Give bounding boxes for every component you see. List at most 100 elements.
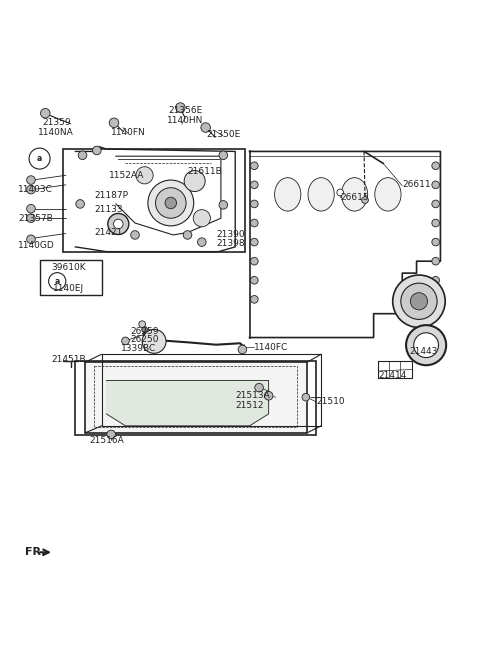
Text: 21516A: 21516A: [90, 436, 124, 445]
Circle shape: [183, 231, 192, 239]
Circle shape: [108, 213, 129, 234]
Polygon shape: [85, 362, 307, 433]
Circle shape: [29, 148, 50, 169]
Circle shape: [201, 123, 210, 133]
Text: 21187P: 21187P: [95, 191, 129, 200]
Circle shape: [156, 188, 186, 218]
Circle shape: [219, 151, 228, 159]
Circle shape: [401, 283, 437, 319]
Circle shape: [432, 257, 440, 265]
Circle shape: [27, 205, 35, 213]
Circle shape: [410, 293, 428, 310]
Circle shape: [27, 235, 35, 243]
Text: 21513A: 21513A: [235, 391, 270, 400]
Circle shape: [432, 219, 440, 227]
Polygon shape: [107, 380, 269, 426]
Circle shape: [109, 118, 119, 127]
Circle shape: [148, 180, 194, 226]
Text: 26615: 26615: [340, 194, 369, 202]
Circle shape: [93, 146, 101, 155]
Circle shape: [198, 238, 206, 247]
Circle shape: [139, 321, 145, 327]
Text: 21611B: 21611B: [188, 167, 222, 176]
Circle shape: [251, 257, 258, 265]
Circle shape: [48, 273, 66, 290]
Circle shape: [432, 238, 440, 246]
Circle shape: [219, 201, 228, 209]
Circle shape: [78, 151, 87, 159]
Circle shape: [27, 176, 35, 184]
Circle shape: [76, 199, 84, 208]
Text: 21414: 21414: [378, 371, 407, 380]
Circle shape: [251, 162, 258, 169]
Text: a: a: [37, 154, 42, 163]
Circle shape: [264, 392, 273, 400]
Text: a: a: [55, 277, 60, 286]
Circle shape: [414, 333, 439, 358]
Circle shape: [432, 200, 440, 208]
Circle shape: [142, 327, 147, 333]
Text: 21356E
1140HN: 21356E 1140HN: [167, 106, 204, 125]
Text: 21133: 21133: [95, 205, 123, 214]
Circle shape: [114, 219, 123, 229]
Text: 21357B: 21357B: [18, 214, 53, 223]
Ellipse shape: [341, 178, 368, 211]
Text: 21443: 21443: [409, 348, 438, 356]
Text: FR.: FR.: [25, 547, 46, 558]
Circle shape: [432, 296, 440, 303]
Text: 1140FN: 1140FN: [110, 128, 145, 137]
Circle shape: [337, 189, 344, 195]
Text: 1152AA: 1152AA: [109, 171, 144, 180]
Circle shape: [40, 108, 50, 118]
Text: 1339BC: 1339BC: [120, 344, 156, 352]
Circle shape: [131, 231, 139, 239]
Circle shape: [251, 238, 258, 246]
Circle shape: [136, 167, 153, 184]
Text: 21359
1140NA: 21359 1140NA: [38, 118, 74, 137]
Circle shape: [238, 345, 247, 354]
Text: 21510: 21510: [316, 398, 345, 407]
Text: 21421: 21421: [95, 228, 123, 237]
Bar: [378, 361, 412, 378]
Text: 1140GD: 1140GD: [18, 241, 55, 251]
Bar: [63, 149, 245, 252]
Text: 39610K

1140EJ: 39610K 1140EJ: [51, 263, 85, 293]
Circle shape: [184, 171, 205, 192]
Circle shape: [251, 219, 258, 227]
Text: 21398: 21398: [216, 239, 245, 247]
Ellipse shape: [308, 178, 334, 211]
Circle shape: [393, 275, 445, 327]
Circle shape: [121, 337, 129, 344]
Bar: [75, 361, 316, 436]
Circle shape: [251, 296, 258, 303]
Ellipse shape: [275, 178, 301, 211]
Text: 21512: 21512: [235, 401, 264, 410]
Text: 21451B: 21451B: [51, 354, 86, 363]
Circle shape: [302, 394, 310, 401]
Circle shape: [432, 162, 440, 169]
Circle shape: [27, 185, 35, 194]
Text: 26611: 26611: [402, 180, 431, 190]
Circle shape: [362, 197, 368, 203]
Ellipse shape: [375, 178, 401, 211]
Text: 11403C: 11403C: [18, 185, 53, 194]
Text: 26250: 26250: [130, 335, 159, 344]
Circle shape: [165, 197, 177, 209]
Text: 26259: 26259: [130, 327, 159, 336]
Circle shape: [432, 276, 440, 284]
Bar: [39, 260, 102, 295]
Text: 21350E: 21350E: [206, 131, 240, 139]
Circle shape: [107, 430, 116, 439]
Circle shape: [251, 276, 258, 284]
Circle shape: [251, 181, 258, 189]
Circle shape: [176, 103, 185, 112]
Text: 21390: 21390: [216, 230, 245, 239]
Circle shape: [251, 200, 258, 208]
Circle shape: [193, 210, 210, 227]
Circle shape: [27, 214, 35, 222]
Circle shape: [142, 329, 166, 354]
Circle shape: [432, 181, 440, 189]
Circle shape: [255, 383, 264, 392]
Text: 1140FC: 1140FC: [254, 342, 288, 352]
Circle shape: [406, 325, 446, 365]
